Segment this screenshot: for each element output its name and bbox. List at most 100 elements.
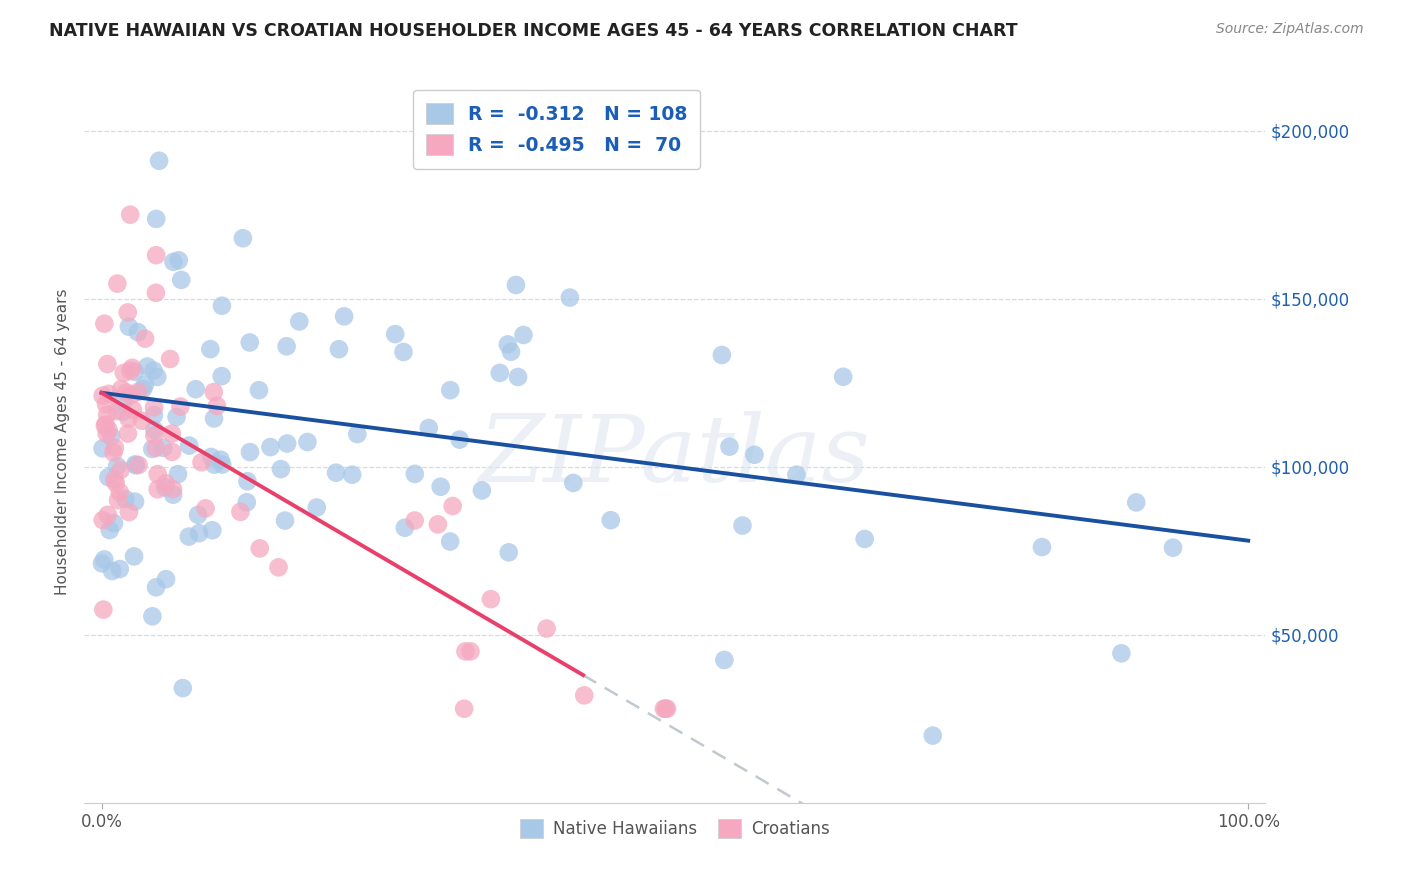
Point [404, 514, 426, 528]
Point [454, 644, 477, 658]
Point [145, 211, 167, 226]
Point [1125, 495, 1147, 509]
Point [146, 483, 169, 497]
Point [439, 383, 461, 397]
Point [159, 351, 181, 366]
Point [122, 549, 145, 564]
Point [169, 400, 191, 414]
Point [110, 463, 132, 477]
Point [108, 562, 131, 576]
Point [194, 501, 217, 516]
Point [114, 491, 136, 506]
Point [426, 517, 449, 532]
Point [112, 394, 135, 409]
Point [187, 508, 209, 522]
Point [655, 702, 678, 716]
Point [202, 384, 225, 399]
Point [97, 423, 120, 437]
Point [134, 377, 156, 392]
Point [145, 580, 167, 594]
Point [91, 442, 114, 456]
Point [340, 467, 363, 482]
Point [141, 609, 163, 624]
Point [91, 513, 114, 527]
Point [1111, 646, 1133, 660]
Point [125, 458, 148, 473]
Point [496, 337, 519, 351]
Point [200, 450, 222, 464]
Point [179, 439, 201, 453]
Point [91, 557, 114, 571]
Point [202, 458, 225, 472]
Point [120, 364, 142, 378]
Point [107, 493, 129, 508]
Point [143, 423, 166, 437]
Text: Source: ZipAtlas.com: Source: ZipAtlas.com [1216, 22, 1364, 37]
Point [94, 418, 117, 433]
Point [1161, 541, 1184, 555]
Point [142, 363, 165, 377]
Point [384, 327, 406, 342]
Point [152, 441, 174, 455]
Point [128, 384, 150, 399]
Point [120, 388, 142, 402]
Point [121, 360, 143, 375]
Point [211, 458, 233, 472]
Point [143, 401, 166, 415]
Point [506, 370, 529, 384]
Point [162, 488, 184, 502]
Point [148, 153, 170, 168]
Point [98, 523, 121, 537]
Point [288, 314, 311, 328]
Point [731, 518, 754, 533]
Point [505, 278, 527, 293]
Point [718, 440, 741, 454]
Point [136, 359, 159, 374]
Point [170, 273, 193, 287]
Point [190, 455, 212, 469]
Point [471, 483, 494, 498]
Point [118, 505, 141, 519]
Point [558, 291, 581, 305]
Point [100, 429, 122, 443]
Point [97, 387, 120, 401]
Point [162, 482, 184, 496]
Point [599, 513, 621, 527]
Point [177, 530, 200, 544]
Point [574, 689, 596, 703]
Point [160, 445, 183, 459]
Point [97, 508, 120, 522]
Point [328, 342, 350, 356]
Point [297, 435, 319, 450]
Point [146, 467, 169, 482]
Point [325, 466, 347, 480]
Point [146, 370, 169, 384]
Point [209, 452, 232, 467]
Point [104, 441, 127, 455]
Point [562, 475, 585, 490]
Legend: Native Hawaiians, Croatians: Native Hawaiians, Croatians [513, 813, 837, 845]
Point [155, 476, 177, 491]
Point [93, 552, 115, 566]
Point [91, 389, 114, 403]
Point [127, 325, 149, 339]
Point [536, 622, 558, 636]
Point [229, 505, 252, 519]
Point [111, 405, 134, 419]
Point [124, 494, 146, 508]
Point [103, 516, 125, 531]
Point [103, 445, 125, 459]
Point [439, 534, 461, 549]
Point [134, 332, 156, 346]
Point [498, 545, 520, 559]
Y-axis label: Householder Income Ages 45 - 64 years: Householder Income Ages 45 - 64 years [55, 288, 70, 595]
Point [117, 426, 139, 441]
Point [499, 344, 522, 359]
Point [239, 445, 262, 459]
Point [132, 382, 155, 396]
Point [143, 428, 166, 442]
Point [236, 475, 259, 489]
Point [236, 495, 259, 509]
Point [96, 357, 118, 371]
Point [200, 342, 222, 356]
